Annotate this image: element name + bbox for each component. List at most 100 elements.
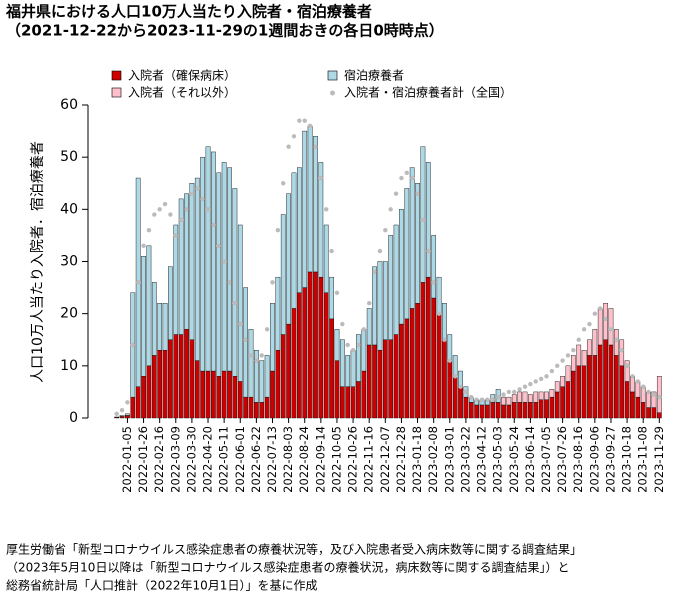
- bar-segment: [549, 396, 555, 419]
- point: [501, 392, 506, 397]
- bar-segment: [313, 271, 318, 419]
- source-line: 厚生労働省「新型コロナウイルス感染症患者の療養状況等，及び入院患者受入病床数等に…: [6, 542, 582, 557]
- bar-segment: [447, 334, 453, 361]
- bar-segment: [200, 156, 205, 372]
- bar-segment: [479, 404, 485, 419]
- x-tick-label: 2023-05-03: [491, 426, 505, 493]
- bar-segment: [318, 162, 324, 278]
- bar-segment: [173, 334, 179, 419]
- x-tick-label: 2022-07-13: [265, 426, 279, 493]
- point: [130, 342, 136, 348]
- bar-segment: [146, 245, 152, 367]
- point: [334, 290, 340, 295]
- point: [528, 381, 533, 387]
- x-tick-label: 2023-09-06: [587, 426, 601, 493]
- y-tick-label: 30: [60, 254, 78, 270]
- x-tick-label: 2023-03-22: [458, 426, 472, 493]
- bar-segment: [125, 415, 130, 419]
- x-tick-label: 2023-11-29: [652, 426, 666, 493]
- bar-segment: [425, 276, 431, 419]
- bar-segment: [329, 276, 334, 320]
- bar-segment: [619, 365, 625, 419]
- bar-segment: [506, 396, 512, 406]
- x-tick-label: 2022-02-16: [152, 426, 166, 493]
- bar-segment: [146, 365, 152, 419]
- point: [248, 353, 254, 358]
- bar-segment: [270, 303, 275, 372]
- bar-segment: [205, 370, 211, 419]
- bar-segment: [554, 381, 560, 393]
- point: [119, 407, 125, 413]
- bar-segment: [474, 404, 479, 419]
- x-tick-label: 2022-01-26: [136, 426, 150, 493]
- bar-segment: [361, 329, 367, 372]
- point: [619, 347, 624, 353]
- bar-segment: [254, 349, 259, 403]
- bar-segment: [442, 339, 447, 419]
- bar-segment: [420, 146, 426, 283]
- point: [125, 400, 130, 405]
- point: [463, 389, 469, 395]
- bar-segment: [356, 334, 361, 382]
- bar-segment: [114, 416, 120, 418]
- bar-segment: [227, 370, 232, 419]
- point: [555, 363, 560, 369]
- x-tick-label: 2022-11-16: [362, 426, 376, 493]
- bar-segment: [178, 334, 184, 419]
- bar-segment: [528, 394, 533, 403]
- point: [404, 170, 410, 176]
- bar-segment: [468, 402, 474, 419]
- bar-segment: [597, 344, 603, 419]
- bar-segment: [581, 349, 587, 367]
- bar-segment: [415, 303, 420, 419]
- point: [162, 201, 168, 207]
- bar-segment: [130, 396, 136, 419]
- point: [232, 301, 238, 306]
- point: [635, 379, 641, 384]
- bar-segment: [624, 381, 630, 419]
- bar-segment: [339, 386, 345, 419]
- point: [630, 374, 635, 379]
- bar-segment: [248, 329, 254, 398]
- bar-segment: [624, 360, 630, 382]
- point: [452, 374, 458, 379]
- bar-segment: [334, 329, 340, 361]
- bar-segment: [307, 271, 313, 419]
- bar-segment: [501, 396, 506, 406]
- point: [603, 316, 608, 322]
- x-tick-label: 2023-02-08: [426, 426, 440, 493]
- bar-segment: [571, 355, 576, 372]
- x-tick-label: 2022-04-20: [201, 426, 215, 493]
- bar-segment: [168, 339, 173, 419]
- point: [184, 207, 189, 212]
- bar-segment: [307, 125, 313, 273]
- point: [270, 280, 275, 285]
- point: [388, 207, 393, 212]
- bar-segment: [232, 188, 238, 377]
- bar-segment: [259, 360, 265, 403]
- bar-segment: [388, 235, 394, 340]
- point: [377, 248, 383, 254]
- point: [533, 379, 538, 384]
- bar-segment: [576, 344, 582, 367]
- point: [426, 248, 431, 254]
- x-tick-label: 2022-08-03: [281, 426, 295, 493]
- bar-segment: [490, 402, 496, 419]
- bar-segment: [291, 308, 297, 419]
- point: [146, 228, 152, 233]
- x-tick-label: 2023-04-12: [475, 426, 489, 493]
- y-tick-label: 60: [60, 97, 78, 113]
- bar-segment: [501, 404, 506, 419]
- x-tick-label: 2023-06-14: [523, 426, 537, 493]
- x-tick-label: 2023-09-27: [603, 426, 617, 493]
- bar-segment: [205, 146, 211, 372]
- point: [657, 394, 662, 400]
- point: [598, 306, 603, 311]
- chart-title: 福井県における人口10万人当たり入院者・宿泊療養者: [5, 3, 372, 21]
- bar-segment: [415, 183, 420, 304]
- x-tick-label: 2022-03-09: [168, 426, 182, 493]
- bar-segment: [608, 308, 614, 346]
- bar-segment: [211, 370, 216, 419]
- bar-segment: [297, 167, 302, 294]
- bar-segment: [640, 402, 646, 419]
